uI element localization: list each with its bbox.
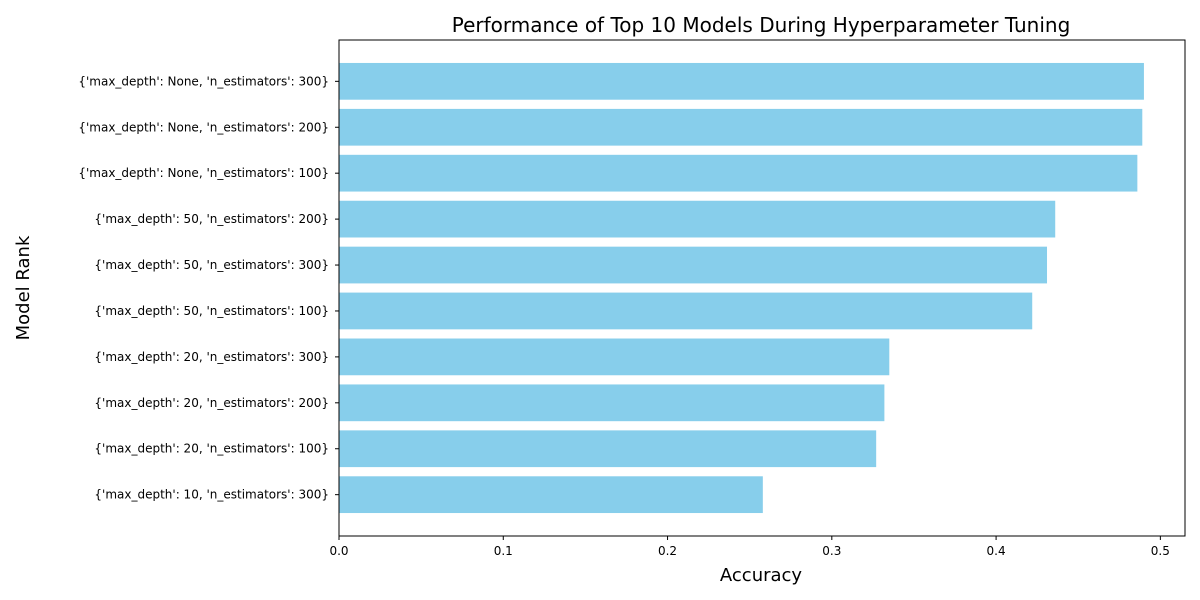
bar: [339, 338, 890, 376]
chart-title: Performance of Top 10 Models During Hype…: [452, 13, 1071, 37]
y-tick-label: {'max_depth': 50, 'n_estimators': 100}: [94, 304, 329, 318]
y-tick-label: {'max_depth': None, 'n_estimators': 300}: [78, 74, 329, 88]
bar: [339, 292, 1033, 330]
x-tick-label: 0.0: [329, 544, 348, 558]
y-tick-label: {'max_depth': 50, 'n_estimators': 300}: [94, 258, 329, 272]
x-axis-label: Accuracy: [720, 565, 803, 586]
y-tick-label: {'max_depth': 20, 'n_estimators': 200}: [94, 396, 329, 410]
axes-layer: {'max_depth': None, 'n_estimators': 300}…: [78, 39, 1186, 558]
y-axis-label: Model Rank: [13, 235, 34, 340]
bar: [339, 154, 1138, 192]
bar: [339, 108, 1143, 146]
bar: [339, 246, 1048, 284]
y-tick-label: {'max_depth': None, 'n_estimators': 200}: [78, 120, 329, 134]
x-tick-label: 0.1: [494, 544, 513, 558]
x-tick-label: 0.3: [822, 544, 841, 558]
x-tick-label: 0.2: [658, 544, 677, 558]
y-tick-label: {'max_depth': 20, 'n_estimators': 300}: [94, 350, 329, 364]
plot-frame: [338, 39, 1186, 537]
y-tick-label: {'max_depth': None, 'n_estimators': 100}: [78, 166, 329, 180]
bar: [339, 476, 763, 514]
y-tick-label: {'max_depth': 20, 'n_estimators': 100}: [94, 442, 329, 456]
bar: [339, 62, 1144, 100]
x-tick-label: 0.4: [987, 544, 1006, 558]
bar: [339, 384, 885, 422]
x-tick-label: 0.5: [1151, 544, 1170, 558]
y-tick-label: {'max_depth': 10, 'n_estimators': 300}: [94, 488, 329, 502]
bars-layer: [339, 62, 1144, 514]
bar: [339, 200, 1056, 238]
y-tick-label: {'max_depth': 50, 'n_estimators': 200}: [94, 212, 329, 226]
bar: [339, 430, 877, 468]
